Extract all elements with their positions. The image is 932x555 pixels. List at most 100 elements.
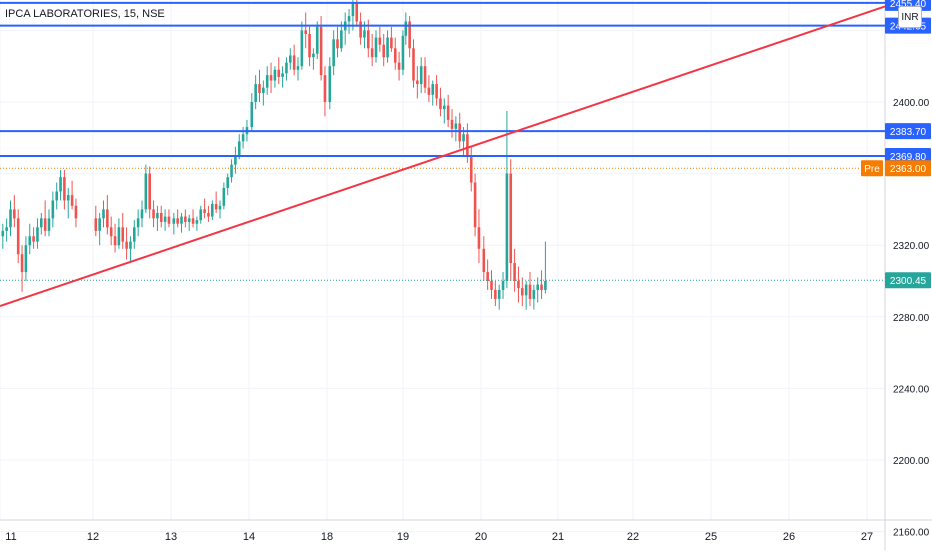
- candle-body[interactable]: [269, 75, 273, 81]
- candle-body[interactable]: [51, 200, 55, 219]
- candle-body[interactable]: [528, 284, 532, 299]
- candle-body[interactable]: [180, 216, 183, 224]
- candle-body[interactable]: [469, 155, 473, 183]
- candle-body[interactable]: [265, 75, 269, 88]
- candle-body[interactable]: [351, 3, 355, 17]
- candle-body[interactable]: [319, 26, 323, 76]
- candle-body[interactable]: [195, 220, 199, 224]
- candle-body[interactable]: [517, 281, 520, 289]
- candle-body[interactable]: [156, 212, 159, 219]
- candle-body[interactable]: [427, 87, 431, 95]
- candle-body[interactable]: [63, 177, 66, 201]
- candle-body[interactable]: [443, 105, 446, 110]
- candle-body[interactable]: [113, 236, 117, 246]
- candle-body[interactable]: [152, 209, 155, 219]
- candle-body[interactable]: [140, 209, 144, 219]
- candle-body[interactable]: [378, 37, 382, 45]
- candle-body[interactable]: [505, 173, 509, 281]
- candle-body[interactable]: [28, 236, 32, 246]
- candle-body[interactable]: [1, 230, 5, 237]
- candle-body[interactable]: [439, 98, 442, 110]
- candle-body[interactable]: [70, 195, 74, 206]
- candle-body[interactable]: [222, 187, 226, 206]
- candle-body[interactable]: [355, 3, 359, 22]
- candle-body[interactable]: [218, 205, 222, 210]
- candle-body[interactable]: [431, 84, 435, 95]
- candle-body[interactable]: [214, 204, 218, 210]
- candle-body[interactable]: [234, 155, 237, 165]
- candle-body[interactable]: [300, 30, 304, 67]
- candle-body[interactable]: [296, 66, 300, 70]
- candle-body[interactable]: [462, 134, 465, 142]
- currency-badge[interactable]: INR: [898, 6, 922, 28]
- candle-body[interactable]: [258, 84, 261, 94]
- candle-body[interactable]: [446, 105, 450, 120]
- candle-body[interactable]: [237, 141, 241, 156]
- candle-body[interactable]: [323, 75, 327, 102]
- candle-body[interactable]: [211, 204, 214, 217]
- candle-body[interactable]: [66, 195, 70, 201]
- candle-body[interactable]: [148, 173, 151, 210]
- candle-body[interactable]: [490, 281, 493, 290]
- candle-body[interactable]: [544, 281, 547, 290]
- candle-body[interactable]: [497, 289, 501, 299]
- candle-body[interactable]: [159, 212, 163, 222]
- candle-body[interactable]: [94, 218, 98, 231]
- candle-body[interactable]: [509, 173, 513, 264]
- candle-body[interactable]: [458, 123, 461, 142]
- candle-body[interactable]: [106, 209, 109, 228]
- candle-body[interactable]: [16, 218, 20, 255]
- candle-body[interactable]: [370, 48, 374, 58]
- candle-body[interactable]: [273, 69, 277, 81]
- candle-body[interactable]: [494, 289, 497, 299]
- candle-body[interactable]: [404, 21, 408, 36]
- trend-line[interactable]: [0, 5, 886, 308]
- candle-body[interactable]: [74, 205, 78, 219]
- candle-body[interactable]: [24, 245, 28, 273]
- candle-body[interactable]: [176, 218, 179, 224]
- candle-body[interactable]: [521, 288, 524, 296]
- candle-body[interactable]: [117, 227, 121, 246]
- candle-body[interactable]: [477, 227, 481, 249]
- candle-body[interactable]: [254, 84, 257, 102]
- candle-body[interactable]: [129, 241, 132, 249]
- candle-body[interactable]: [241, 134, 245, 142]
- candle-body[interactable]: [9, 209, 12, 228]
- candle-body[interactable]: [121, 227, 125, 242]
- candle-body[interactable]: [393, 48, 397, 63]
- candle-body[interactable]: [336, 39, 339, 49]
- candle-body[interactable]: [5, 227, 8, 231]
- candle-body[interactable]: [102, 209, 105, 219]
- candle-body[interactable]: [230, 164, 233, 178]
- candle-body[interactable]: [207, 212, 210, 217]
- candle-body[interactable]: [133, 227, 136, 242]
- candle-body[interactable]: [184, 216, 187, 222]
- candle-body[interactable]: [32, 236, 35, 242]
- candle-body[interactable]: [501, 281, 505, 290]
- candle-body[interactable]: [390, 37, 393, 49]
- candle-body[interactable]: [315, 26, 319, 54]
- candle-body[interactable]: [163, 216, 167, 222]
- candle-body[interactable]: [482, 248, 486, 273]
- candle-body[interactable]: [55, 191, 58, 201]
- candle-body[interactable]: [401, 35, 405, 70]
- candle-body[interactable]: [285, 62, 288, 74]
- candle-body[interactable]: [363, 30, 366, 38]
- candle-body[interactable]: [289, 55, 292, 63]
- candle-body[interactable]: [454, 123, 458, 129]
- candle-body[interactable]: [250, 102, 254, 128]
- candle-body[interactable]: [435, 84, 438, 99]
- candle-body[interactable]: [408, 21, 411, 49]
- candle-body[interactable]: [332, 39, 335, 67]
- candle-body[interactable]: [262, 87, 265, 94]
- candle-body[interactable]: [172, 218, 176, 224]
- candle-body[interactable]: [466, 134, 469, 156]
- candle-body[interactable]: [359, 21, 362, 38]
- candle-body[interactable]: [304, 30, 307, 34]
- candle-body[interactable]: [374, 37, 378, 58]
- candle-body[interactable]: [167, 216, 171, 224]
- candle-body[interactable]: [144, 173, 148, 210]
- candle-body[interactable]: [347, 16, 351, 22]
- candle-body[interactable]: [187, 218, 191, 222]
